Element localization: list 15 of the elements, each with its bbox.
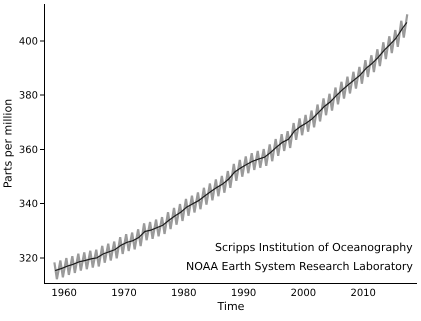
y-tick-label: 380: [18, 90, 38, 102]
annotation: NOAA Earth System Research Laboratory: [186, 260, 414, 273]
y-tick-label: 340: [18, 199, 38, 210]
y-tick-label: 320: [18, 253, 38, 264]
x-tick-label: 1980: [171, 288, 196, 299]
x-tick-label: 2010: [350, 288, 376, 299]
x-tick-label: 2000: [290, 288, 316, 299]
x-axis-title: Time: [216, 300, 245, 314]
x-tick-label: 1960: [51, 288, 77, 299]
annotation: Scripps Institution of Oceanography: [215, 241, 414, 254]
x-tick-label: 1990: [230, 288, 256, 299]
y-tick-label: 400: [18, 36, 38, 48]
x-tick-label: 1970: [111, 288, 137, 299]
y-tick-label: 360: [18, 144, 38, 156]
y-axis-title: Parts per million: [2, 98, 15, 188]
